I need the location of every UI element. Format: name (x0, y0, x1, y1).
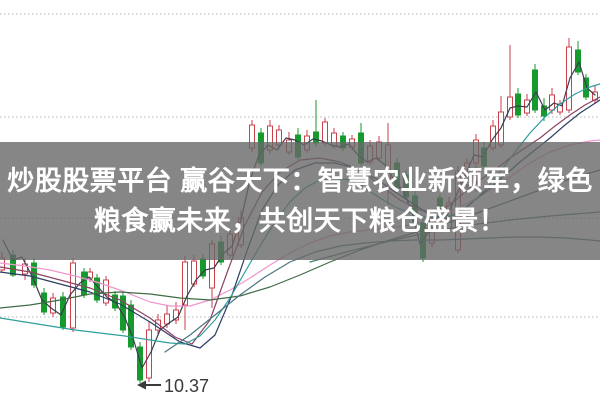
candle (70, 258, 76, 332)
candle (575, 41, 581, 75)
headline-overlay: 炒股股票平台 赢谷天下：智慧农业新领军，绿色 粮食赢未来，共创天下粮仓盛景！ (0, 142, 600, 260)
annotation-arrow-head (137, 380, 146, 390)
candle-body (322, 121, 328, 144)
candle-body (50, 297, 56, 314)
candle-body (549, 94, 555, 111)
candle (50, 293, 56, 317)
candle-body (146, 329, 152, 379)
candle-body (81, 271, 87, 296)
candle-body (70, 262, 76, 329)
candle-body (137, 346, 143, 381)
candle (103, 276, 109, 306)
headline-line-2: 粮食赢未来，共创天下粮仓盛景！ (93, 206, 507, 236)
candle (146, 322, 152, 382)
candle (173, 302, 179, 324)
low-price-label: 10.37 (164, 376, 209, 396)
candle-body (575, 49, 581, 73)
candle-body (532, 69, 538, 111)
candle (182, 256, 188, 330)
candle (81, 268, 87, 298)
candle-body (120, 295, 126, 331)
candle (515, 88, 521, 118)
candle (22, 258, 28, 280)
candle-body (566, 46, 572, 111)
candle-body (103, 279, 109, 304)
candle (549, 88, 555, 114)
candle (532, 64, 538, 113)
candle (498, 96, 504, 148)
candle (566, 38, 572, 113)
candle (541, 98, 547, 121)
low-price-annotation: 10.37 (137, 376, 209, 396)
candle (120, 292, 126, 333)
candle-body (22, 263, 28, 275)
candle-body (182, 261, 188, 306)
headline-line-1: 炒股股票平台 赢谷天下：智慧农业新领军，绿色 (7, 166, 593, 196)
candle-body (515, 93, 521, 116)
candle-body (541, 105, 547, 117)
